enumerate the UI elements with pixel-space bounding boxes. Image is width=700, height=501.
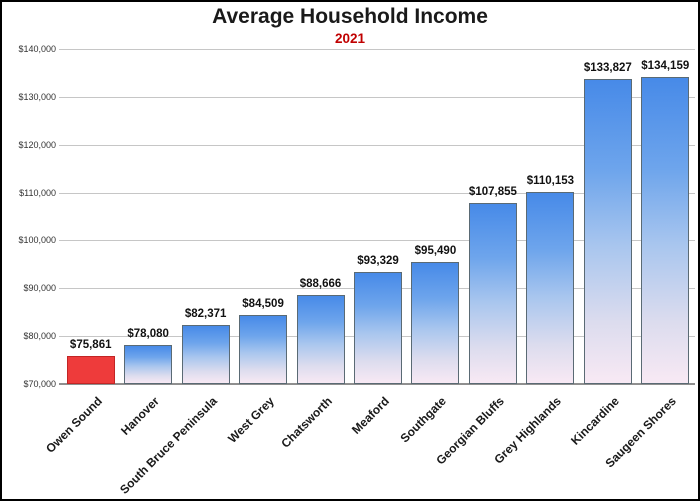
bar-value-label: $75,861 [69, 338, 112, 351]
bar-value-label: $133,827 [583, 61, 632, 74]
x-category-label: Saugeen Shores [602, 394, 680, 471]
bar-kincardine [583, 78, 632, 384]
bar-value-label: $93,329 [357, 255, 399, 268]
chart-title: Average Household Income [212, 5, 488, 28]
bar-saugeen-shores [641, 76, 690, 384]
bar-georgian-bluffs [468, 202, 517, 384]
gridline [59, 96, 695, 98]
chart-subtitle: 2021 [334, 31, 366, 46]
gridline [59, 240, 695, 242]
bar-value-label: $84,509 [242, 297, 284, 310]
gridline [59, 49, 695, 50]
x-axis-line [59, 383, 695, 385]
x-category-label: Chatsworth [277, 394, 335, 451]
x-category-label: Georgian Bluffs [433, 394, 507, 468]
gridline [59, 192, 695, 194]
x-category-label: South Bruce Peninsula [116, 394, 220, 497]
bar-value-label: $82,371 [184, 307, 227, 320]
bar-south-bruce-peninsula [181, 324, 230, 384]
bar-owen-sound [66, 355, 115, 384]
y-tick-label: $70,000 [23, 379, 56, 389]
bar-southgate [411, 262, 460, 384]
bar-meaford [354, 272, 402, 384]
gridline [59, 144, 695, 146]
bar-chatsworth [296, 294, 345, 384]
bar-value-label: $110,153 [526, 174, 575, 187]
x-category-label: Grey Highlands [491, 394, 565, 467]
bar-west-grey [239, 314, 288, 384]
x-category-label: West Grey [225, 394, 277, 446]
y-tick-label: $110,000 [19, 187, 56, 198]
y-tick-label: $80,000 [23, 331, 56, 342]
x-category-label: Meaford [348, 394, 392, 437]
bar-grey-highlands [526, 191, 575, 384]
bar-value-label: $134,159 [641, 59, 690, 72]
x-category-label: Kincardine [567, 394, 622, 448]
y-tick-label: $140,000 [18, 44, 56, 54]
bar-value-label: $88,666 [299, 277, 342, 290]
y-tick-label: $120,000 [18, 139, 56, 150]
x-category-label: Hanover [118, 394, 163, 438]
y-tick-label: $100,000 [18, 235, 56, 246]
y-tick-label: $130,000 [18, 91, 56, 102]
bar-value-label: $95,490 [414, 245, 457, 257]
y-tick-label: $90,000 [23, 283, 56, 294]
bar-value-label: $107,855 [468, 185, 517, 198]
x-category-label: Southgate [397, 394, 450, 446]
bar-value-label: $78,080 [127, 328, 169, 341]
x-category-label: Owen Sound [42, 394, 105, 456]
bar-hanover [124, 345, 173, 384]
